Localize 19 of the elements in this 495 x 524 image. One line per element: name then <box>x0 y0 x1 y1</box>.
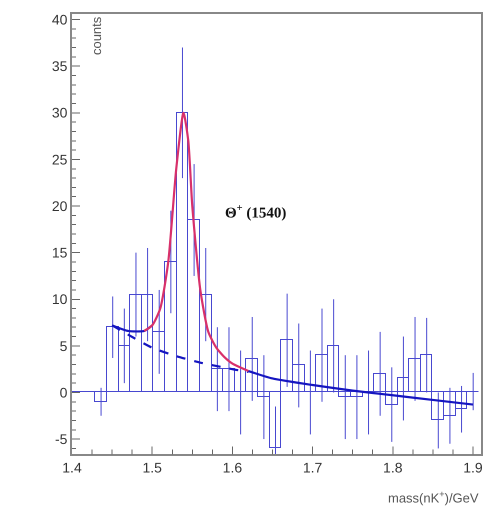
y-tick-label: 10 <box>52 291 68 308</box>
y-tick-label: -5 <box>54 430 68 447</box>
x-tick-label: 1.4 <box>62 460 82 476</box>
y-tick-label: 30 <box>52 104 68 121</box>
x-tick-label: 1.5 <box>142 460 162 476</box>
y-tick-label: 25 <box>52 151 68 168</box>
annotation: Θ$^{+}$ (1540) <box>225 203 286 222</box>
y-tick-label: 20 <box>52 198 68 214</box>
x-axis-title: mass(nK$^{+}$)/GeV <box>388 489 479 506</box>
y-tick-label: 0 <box>60 384 68 400</box>
y-tick-label: 35 <box>52 58 68 74</box>
x-tick-label: 1.8 <box>383 460 403 476</box>
x-tick-label: 1.7 <box>302 460 323 476</box>
y-tick-label: 5 <box>60 338 68 354</box>
y-tick-label: 15 <box>52 244 68 261</box>
y-axis-title: counts <box>89 16 104 56</box>
x-tick-label: 1.9 <box>463 460 483 476</box>
x-tick-label: 1.6 <box>222 460 242 476</box>
y-tick-label: 40 <box>52 11 68 28</box>
